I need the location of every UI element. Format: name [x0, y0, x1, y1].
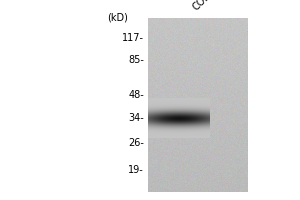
- Text: COS7: COS7: [191, 0, 217, 12]
- Text: 34-: 34-: [128, 113, 144, 123]
- Text: 26-: 26-: [128, 138, 144, 148]
- Text: 19-: 19-: [128, 165, 144, 175]
- Text: 117-: 117-: [122, 33, 144, 43]
- Text: 85-: 85-: [128, 55, 144, 65]
- Text: (kD): (kD): [107, 13, 128, 23]
- Text: 48-: 48-: [128, 90, 144, 100]
